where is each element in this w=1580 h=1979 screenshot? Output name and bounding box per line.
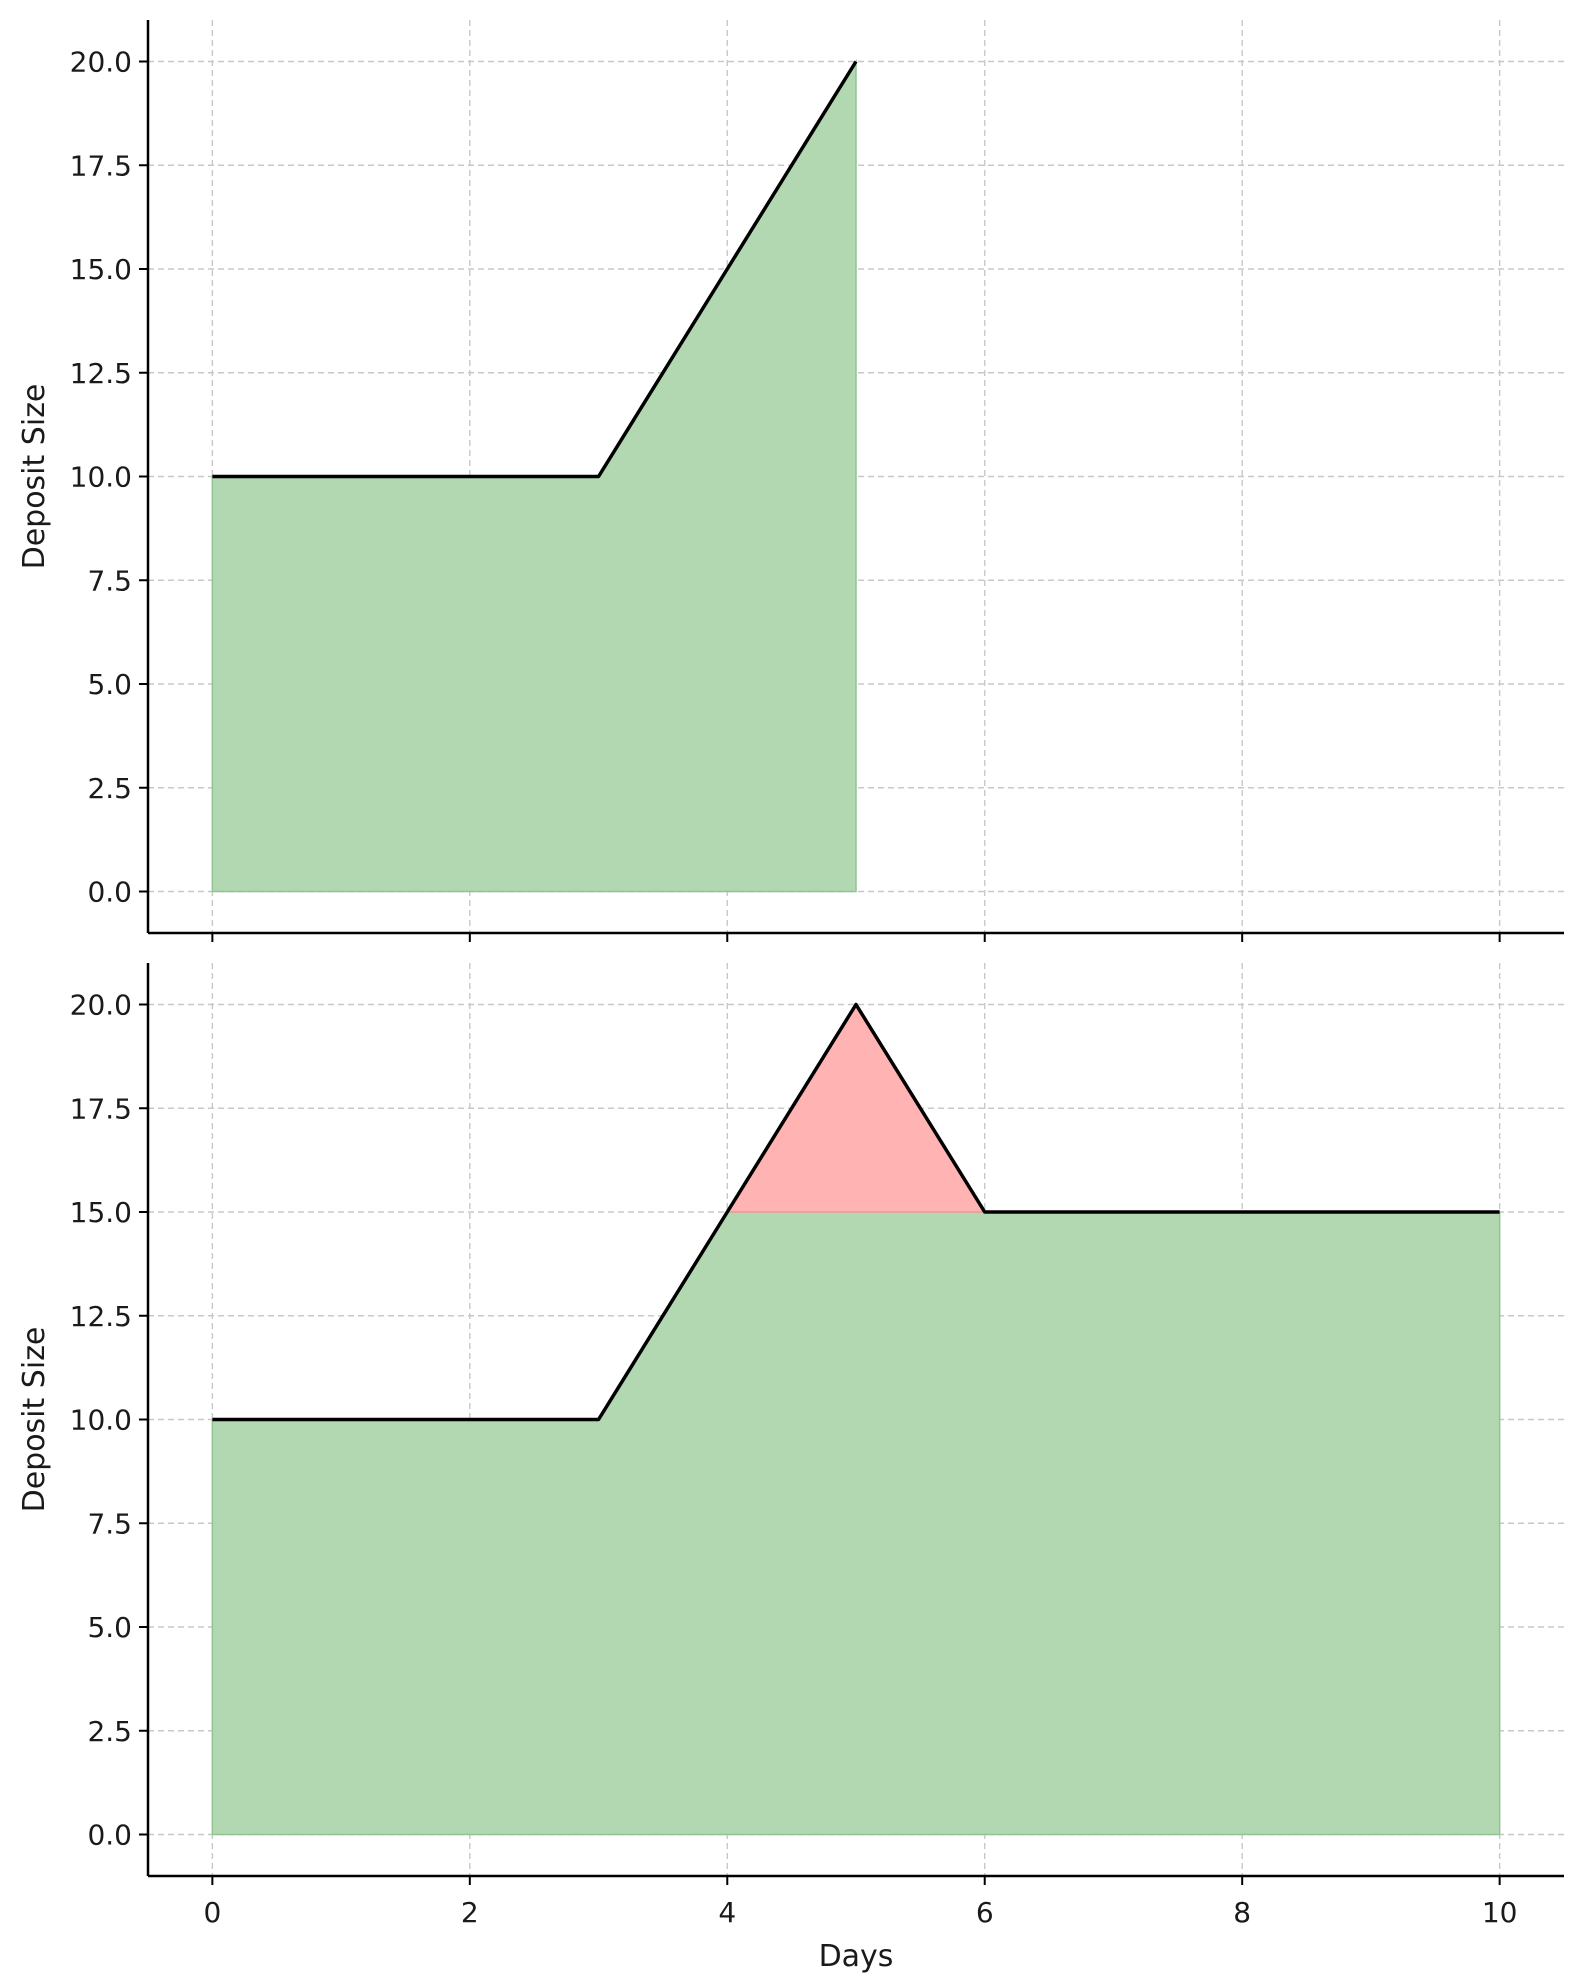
top-y-tick-label: 2.5 [87, 772, 132, 805]
bottom-area-green [211, 1211, 1501, 1835]
top-y-tick-label: 5.0 [87, 668, 132, 701]
bottom-x-tick-label: 2 [461, 1896, 479, 1929]
bottom-y-tick-label: 17.5 [70, 1092, 132, 1125]
bottom-y-tick-label: 0.0 [87, 1819, 132, 1852]
top-series-line [212, 60, 858, 479]
bottom-y-tick-label: 10.0 [70, 1404, 132, 1437]
bottom-x-tick-label: 0 [203, 1896, 221, 1929]
top-panel: 0.0 2.5 5.0 7.5 10.0 12.5 15.0 17.5 20.0 Deposit… [17, 20, 1564, 942]
top-y-axis-label: Deposit Size [17, 384, 52, 570]
bottom-y-tick-label: 7.5 [87, 1507, 132, 1540]
top-y-tick-label: 20.0 [70, 46, 132, 79]
bottom-area-red [726, 1003, 986, 1213]
top-y-tick-label: 17.5 [70, 149, 132, 182]
bottom-y-tick-label: 12.5 [70, 1300, 132, 1333]
bottom-y-ticks: 0.0 2.5 5.0 7.5 10.0 12.5 15.0 17.5 20.0 [70, 989, 148, 1852]
bottom-y-tick-label: 15.0 [70, 1196, 132, 1229]
bottom-x-axis-label: Days [819, 1939, 894, 1974]
bottom-x-ticks: 0 2 4 6 8 10 [203, 1876, 1517, 1929]
bottom-x-tick-label: 10 [1482, 1896, 1518, 1929]
top-y-tick-label: 10.0 [70, 461, 132, 494]
bottom-y-tick-label: 2.5 [87, 1715, 132, 1748]
top-y-tick-label: 7.5 [87, 564, 132, 597]
bottom-y-tick-label: 20.0 [70, 989, 132, 1022]
bottom-y-tick-label: 5.0 [87, 1611, 132, 1644]
bottom-y-axis-label: Deposit Size [17, 1327, 52, 1513]
top-y-ticks: 0.0 2.5 5.0 7.5 10.0 12.5 15.0 17.5 20.0 [70, 46, 148, 909]
bottom-x-tick-label: 8 [1233, 1896, 1251, 1929]
bottom-series-line [212, 1002, 1500, 1422]
top-y-tick-label: 12.5 [70, 357, 132, 390]
top-y-tick-label: 0.0 [87, 876, 132, 909]
top-line-series [212, 60, 858, 479]
bottom-x-tick-label: 6 [976, 1896, 994, 1929]
bottom-line-series [212, 1002, 1500, 1422]
bottom-x-tick-label: 4 [718, 1896, 736, 1929]
top-x-ticks [211, 933, 1501, 942]
bottom-panel: 0.0 2.5 5.0 7.5 10.0 12.5 15.0 17.5 20.0 0 2 4 6 8 10… [17, 963, 1564, 1974]
top-y-tick-label: 15.0 [70, 253, 132, 286]
